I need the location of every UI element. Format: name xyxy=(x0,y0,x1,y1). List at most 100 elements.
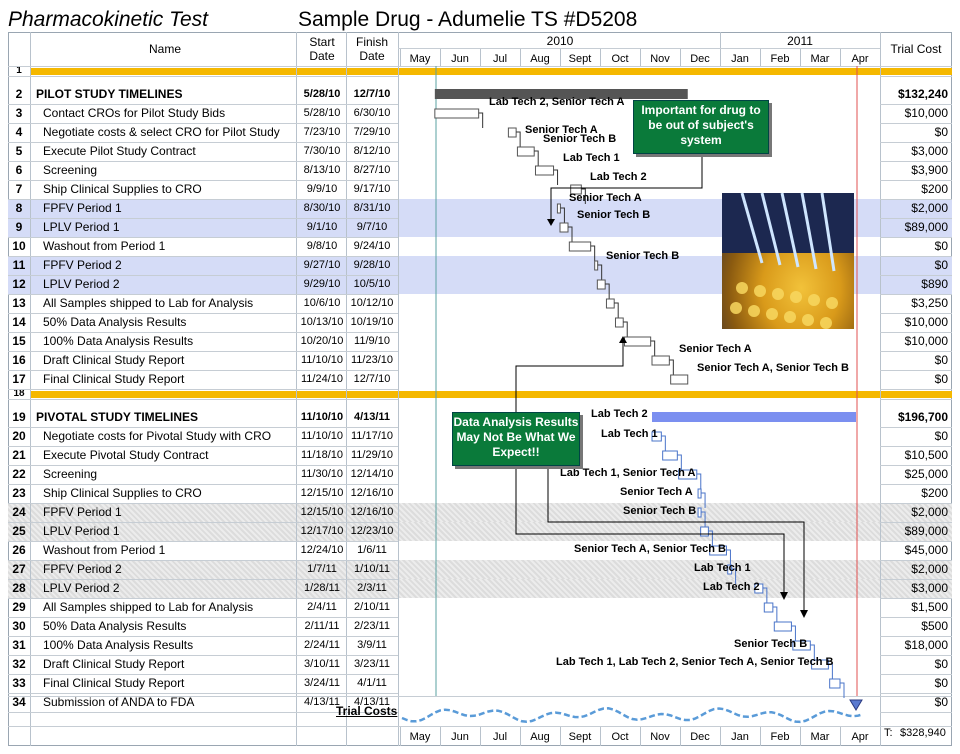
trial-cost[interactable]: $132,240 xyxy=(897,87,948,101)
trial-cost[interactable]: $2,000 xyxy=(911,505,948,519)
task-name[interactable]: FPFV Period 2 xyxy=(43,258,122,272)
trial-cost[interactable]: $45,000 xyxy=(904,543,948,557)
month-header-1[interactable]: Jun xyxy=(451,53,469,65)
trial-cost[interactable]: $0 xyxy=(934,657,948,671)
task-name[interactable]: All Samples shipped to Lab for Analysis xyxy=(43,600,254,614)
finish-date[interactable]: 9/17/10 xyxy=(353,183,391,195)
month-header-3[interactable]: Aug xyxy=(530,53,550,65)
start-date[interactable]: 9/1/10 xyxy=(306,221,338,233)
trial-cost[interactable]: $3,900 xyxy=(911,163,948,177)
start-date[interactable]: 12/15/10 xyxy=(300,506,344,518)
finish-date[interactable]: 11/17/10 xyxy=(350,430,393,442)
trial-cost[interactable]: $0 xyxy=(934,695,948,709)
start-date[interactable]: 11/18/10 xyxy=(300,449,343,461)
task-name[interactable]: Draft Clinical Study Report xyxy=(43,657,185,671)
finish-date[interactable]: 9/24/10 xyxy=(353,240,391,252)
trial-cost[interactable]: $0 xyxy=(934,353,948,367)
task-name[interactable]: PIVOTAL STUDY TIMELINES xyxy=(36,410,199,424)
task-name[interactable]: PILOT STUDY TIMELINES xyxy=(36,87,183,101)
task-name[interactable]: Negotiate costs & select CRO for Pilot S… xyxy=(43,125,280,139)
task-name[interactable]: 100% Data Analysis Results xyxy=(43,638,194,652)
task-name[interactable]: FPFV Period 1 xyxy=(43,201,122,215)
start-date[interactable]: 12/15/10 xyxy=(300,487,344,499)
task-name[interactable]: FPFV Period 2 xyxy=(43,562,122,576)
task-name[interactable]: Screening xyxy=(43,163,98,177)
trial-cost[interactable]: $10,000 xyxy=(904,334,948,348)
month-header-9[interactable]: Feb xyxy=(770,53,790,65)
start-date[interactable]: 11/10/10 xyxy=(300,430,343,442)
task-name[interactable]: Ship Clinical Supplies to CRO xyxy=(43,182,202,196)
start-date[interactable]: 12/24/10 xyxy=(300,544,344,556)
task-name[interactable]: LPLV Period 1 xyxy=(43,524,120,538)
trial-cost[interactable]: $3,000 xyxy=(911,581,948,595)
trial-cost[interactable]: $18,000 xyxy=(904,638,948,652)
start-date[interactable]: 1/28/11 xyxy=(304,582,340,594)
trial-cost[interactable]: $0 xyxy=(934,372,948,386)
task-name[interactable]: Draft Clinical Study Report xyxy=(43,353,185,367)
start-date[interactable]: 9/8/10 xyxy=(306,240,338,252)
finish-date[interactable]: 1/10/11 xyxy=(354,563,390,575)
month-header-6[interactable]: Nov xyxy=(650,53,670,65)
trial-cost[interactable]: $10,000 xyxy=(904,106,948,120)
finish-date[interactable]: 10/12/10 xyxy=(350,297,394,309)
task-name[interactable]: Negotiate costs for Pivotal Study with C… xyxy=(43,429,272,443)
task-name[interactable]: All Samples shipped to Lab for Analysis xyxy=(43,296,254,310)
finish-date[interactable]: 3/9/11 xyxy=(357,639,387,651)
finish-date[interactable]: 12/16/10 xyxy=(350,506,394,518)
trial-cost[interactable]: $200 xyxy=(921,182,948,196)
start-date[interactable]: 8/13/10 xyxy=(303,164,341,176)
trial-cost[interactable]: $890 xyxy=(921,277,948,291)
start-date[interactable]: 2/4/11 xyxy=(307,601,337,613)
trial-cost[interactable]: $2,000 xyxy=(911,201,948,215)
finish-date[interactable]: 7/29/10 xyxy=(353,126,391,138)
start-date[interactable]: 2/11/11 xyxy=(304,620,340,632)
finish-date[interactable]: 10/5/10 xyxy=(353,278,391,290)
start-date[interactable]: 10/6/10 xyxy=(303,297,341,309)
start-date[interactable]: 4/13/11 xyxy=(304,696,340,708)
finish-date[interactable]: 12/14/10 xyxy=(350,468,394,480)
finish-date[interactable]: 4/13/11 xyxy=(354,696,390,708)
task-name[interactable]: Ship Clinical Supplies to CRO xyxy=(43,486,202,500)
task-name[interactable]: Final Clinical Study Report xyxy=(43,372,185,386)
start-date[interactable]: 12/17/10 xyxy=(300,525,344,537)
trial-cost[interactable]: $0 xyxy=(934,429,948,443)
start-date[interactable]: 1/7/11 xyxy=(307,563,337,575)
start-date[interactable]: 3/10/11 xyxy=(304,658,340,670)
month-header-11[interactable]: Apr xyxy=(851,53,869,65)
month-header-4[interactable]: Sept xyxy=(568,53,592,65)
finish-date[interactable]: 2/23/11 xyxy=(354,620,390,632)
finish-date[interactable]: 9/7/10 xyxy=(356,221,388,233)
start-date[interactable]: 3/24/11 xyxy=(304,677,340,689)
start-date[interactable]: 2/24/11 xyxy=(304,639,340,651)
trial-cost[interactable]: $200 xyxy=(921,486,948,500)
finish-date[interactable]: 2/3/11 xyxy=(357,582,387,594)
finish-date[interactable]: 2/10/11 xyxy=(354,601,390,613)
task-name[interactable]: Screening xyxy=(43,467,98,481)
task-name[interactable]: LPLV Period 2 xyxy=(43,581,120,595)
trial-cost[interactable]: $1,500 xyxy=(911,600,948,614)
finish-date[interactable]: 12/7/10 xyxy=(353,373,391,385)
start-date[interactable]: 9/29/10 xyxy=(303,278,341,290)
trial-cost[interactable]: $10,000 xyxy=(904,315,948,329)
finish-date[interactable]: 1/6/11 xyxy=(357,544,387,556)
trial-cost[interactable]: $0 xyxy=(934,239,948,253)
finish-date[interactable]: 12/16/10 xyxy=(350,487,394,499)
start-date[interactable]: 5/28/10 xyxy=(303,107,341,119)
col-start-header[interactable]: Start Date xyxy=(309,35,335,63)
finish-date[interactable]: 3/23/11 xyxy=(354,658,390,670)
trial-cost[interactable]: $2,000 xyxy=(911,562,948,576)
trial-cost[interactable]: $0 xyxy=(934,125,948,139)
start-date[interactable]: 5/28/10 xyxy=(303,88,341,100)
task-name[interactable]: FPFV Period 1 xyxy=(43,505,122,519)
col-finish-header[interactable]: Finish Date xyxy=(355,35,388,63)
finish-date[interactable]: 12/7/10 xyxy=(353,88,391,100)
finish-date[interactable]: 9/28/10 xyxy=(353,259,391,271)
trial-cost[interactable]: $500 xyxy=(921,619,948,633)
task-name[interactable]: LPLV Period 1 xyxy=(43,220,120,234)
trial-cost[interactable]: $0 xyxy=(934,258,948,272)
finish-date[interactable]: 4/1/11 xyxy=(357,677,387,689)
trial-cost[interactable]: $89,000 xyxy=(904,524,948,538)
task-name[interactable]: Execute Pilot Study Contract xyxy=(43,144,196,158)
month-header-0[interactable]: May xyxy=(409,53,431,65)
trial-cost[interactable]: $25,000 xyxy=(904,467,948,481)
